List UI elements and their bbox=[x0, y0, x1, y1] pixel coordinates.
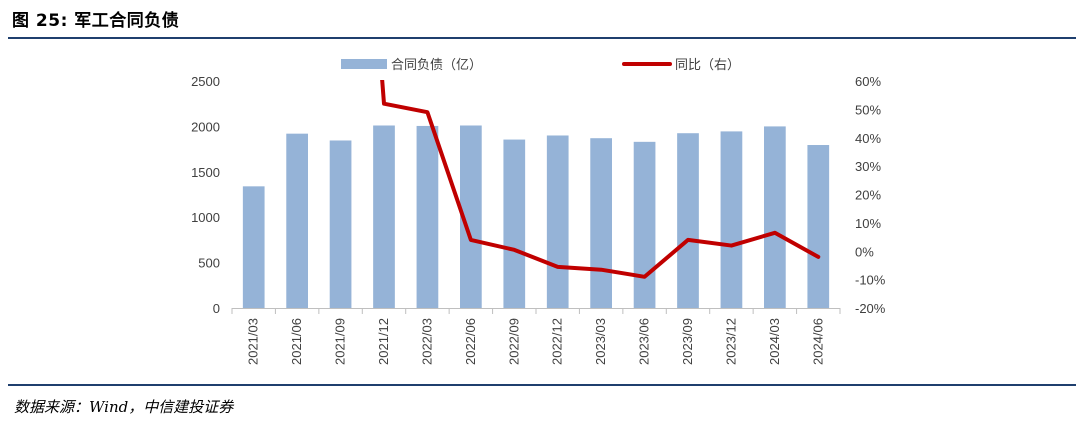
bar-2024-03 bbox=[764, 126, 786, 309]
bar-2023-09 bbox=[677, 133, 699, 308]
bar-2021-12 bbox=[373, 125, 395, 308]
left-tick-label: 0 bbox=[213, 301, 220, 316]
right-tick-label: 50% bbox=[855, 102, 881, 117]
right-tick-label: -20% bbox=[855, 301, 886, 316]
source-note: 数据来源：Wind，中信建投证券 bbox=[14, 398, 234, 416]
yoy-line bbox=[380, 80, 821, 279]
right-tick-label: 20% bbox=[855, 188, 881, 203]
bottom-rule bbox=[8, 384, 1076, 386]
left-tick-label: 1000 bbox=[191, 210, 220, 225]
right-tick-label: -10% bbox=[855, 273, 886, 288]
bar-2022-09 bbox=[503, 139, 526, 308]
chart-area: 0 500 1000 1500 2000 2500 -20% -10% 0% 10% 20% 30%… bbox=[191, 58, 886, 365]
right-tick-label: 10% bbox=[855, 216, 881, 231]
x-tick-label: 2022/12 bbox=[550, 318, 565, 365]
legend: 合同负债（亿） 同比（右） bbox=[341, 58, 740, 73]
left-tick-label: 2000 bbox=[191, 119, 220, 134]
legend-bar-label: 合同负债（亿） bbox=[391, 58, 482, 73]
bar-2021-03 bbox=[242, 186, 265, 308]
left-tick-label: 1500 bbox=[191, 165, 220, 180]
bar-2022-03 bbox=[416, 125, 439, 308]
legend-bar-swatch bbox=[341, 59, 387, 69]
right-tick-label: 30% bbox=[855, 159, 881, 174]
x-tick-label: 2022/09 bbox=[506, 318, 521, 365]
x-tick-label: 2022/03 bbox=[419, 318, 434, 365]
x-tick-label: 2023/06 bbox=[637, 318, 652, 365]
bar-2021-09 bbox=[329, 140, 352, 308]
figure-title: 图 25: 军工合同负债 bbox=[12, 11, 180, 31]
left-tick-label: 2500 bbox=[191, 74, 220, 89]
right-tick-label: 40% bbox=[855, 131, 881, 146]
bar-2022-06 bbox=[460, 125, 482, 308]
x-tick-label: 2021/12 bbox=[376, 318, 391, 365]
bar-2023-06 bbox=[633, 141, 656, 308]
x-tick-label: 2023/12 bbox=[723, 318, 738, 365]
right-axis-ticks: -20% -10% 0% 10% 20% 30% 40% 50% 60% bbox=[855, 74, 886, 316]
bar-2023-12 bbox=[720, 131, 743, 308]
left-tick-label: 500 bbox=[198, 256, 220, 271]
x-axis-ticks bbox=[231, 308, 841, 314]
x-tick-label: 2023/09 bbox=[680, 318, 695, 365]
bar-series bbox=[242, 125, 830, 309]
x-tick-label: 2021/06 bbox=[289, 318, 304, 365]
bar-2021-06 bbox=[286, 133, 308, 308]
x-tick-label: 2021/09 bbox=[333, 318, 348, 365]
x-tick-label: 2022/06 bbox=[463, 318, 478, 365]
legend-line-label: 同比（右） bbox=[675, 58, 740, 73]
line-series bbox=[380, 80, 821, 279]
x-axis-labels: 2021/03 2021/06 2021/09 2021/12 2022/03 2022/… bbox=[246, 318, 826, 365]
bar-2022-12 bbox=[546, 135, 569, 308]
bar-2023-03 bbox=[590, 138, 612, 308]
x-tick-label: 2023/03 bbox=[593, 318, 608, 365]
x-tick-label: 2024/03 bbox=[767, 318, 782, 365]
top-rule bbox=[8, 37, 1076, 39]
right-tick-label: 60% bbox=[855, 74, 881, 89]
left-axis-ticks: 0 500 1000 1500 2000 2500 bbox=[191, 74, 220, 316]
x-tick-label: 2021/03 bbox=[246, 318, 261, 365]
x-tick-label: 2024/06 bbox=[810, 318, 825, 365]
bar-2024-06 bbox=[807, 145, 830, 308]
right-tick-label: 0% bbox=[855, 244, 874, 259]
